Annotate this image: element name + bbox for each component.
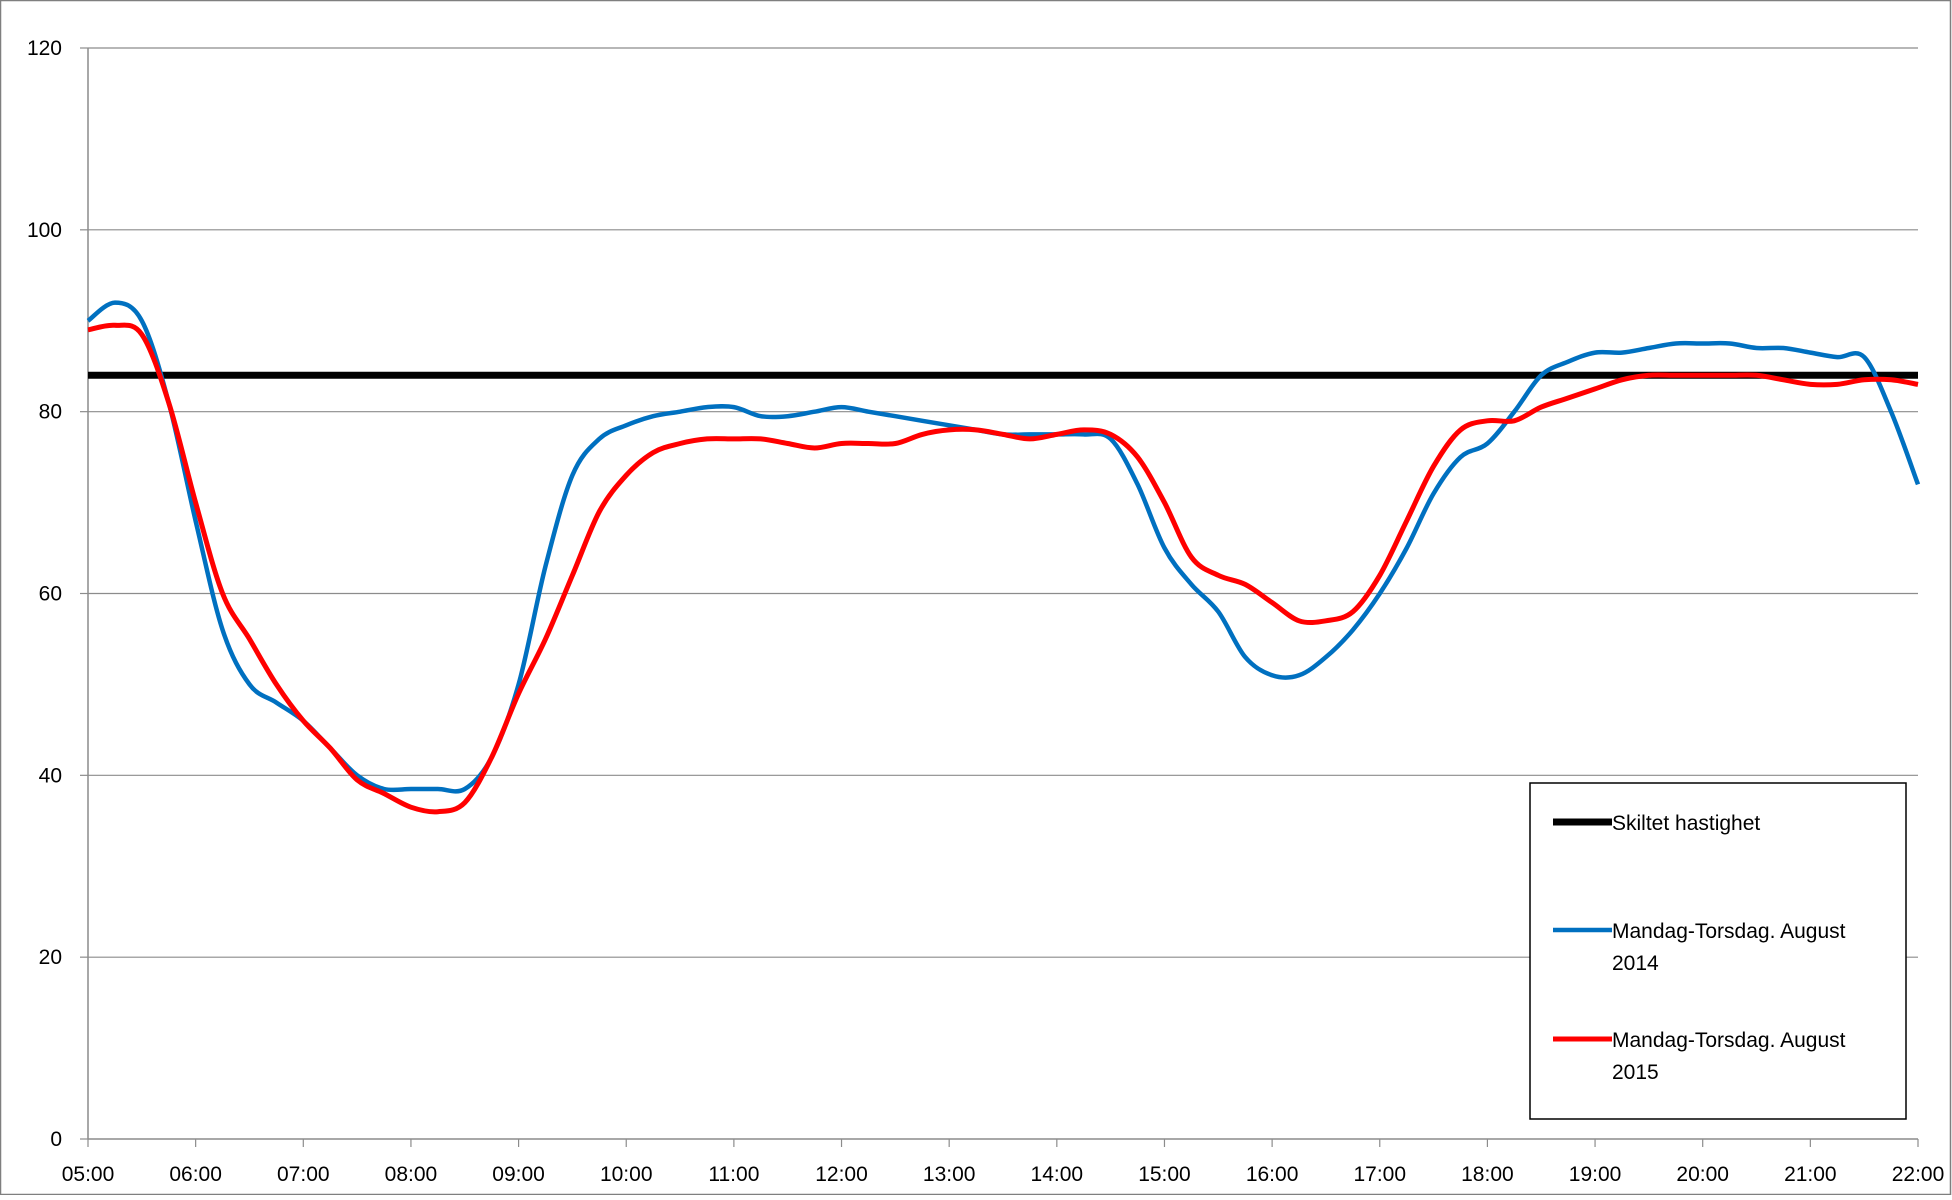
y-tick-label: 80: [39, 401, 62, 424]
x-tick-label: 11:00: [708, 1163, 759, 1186]
x-tick-label: 15:00: [1138, 1163, 1191, 1186]
axes: 0 20 40 60 80 100 120 05:00 06:00 07:00 08:00 09:00…: [27, 37, 1944, 1186]
x-tick-label: 14:00: [1031, 1163, 1084, 1186]
legend-label: Mandag-Torsdag. August 2014: [1612, 920, 1846, 975]
y-tick-label: 20: [39, 946, 62, 969]
x-tick-label: 20:00: [1676, 1163, 1729, 1186]
x-tick-label: 08:00: [385, 1163, 438, 1186]
x-tick-label: 09:00: [492, 1163, 545, 1186]
x-tick-label: 10:00: [600, 1163, 653, 1186]
x-tick-label: 18:00: [1461, 1163, 1514, 1186]
legend-label: Skiltet hastighet: [1612, 812, 1760, 835]
legend-box: [1529, 782, 1907, 1120]
y-tick-label: 40: [39, 764, 62, 787]
x-tick-label: 21:00: [1784, 1163, 1837, 1186]
x-tick-label: 05:00: [62, 1163, 115, 1186]
x-tick-label: 12:00: [815, 1163, 868, 1186]
x-tick-label: 13:00: [923, 1163, 976, 1186]
series-line-august-2015: [87, 322, 1919, 815]
x-tick-label: 16:00: [1246, 1163, 1299, 1186]
x-tick-label: 17:00: [1353, 1163, 1406, 1186]
x-tick-label: 19:00: [1569, 1163, 1622, 1186]
plot-area: [86, 300, 1921, 815]
x-tick-label: 06:00: [169, 1163, 222, 1186]
y-tick-label: 60: [39, 583, 62, 606]
x-tick-label: 07:00: [277, 1163, 330, 1186]
y-tick-label: 0: [50, 1128, 62, 1151]
x-tick-label: 22:00: [1892, 1163, 1945, 1186]
legend-label: Mandag-Torsdag. August 2015: [1612, 1029, 1846, 1084]
legend: Skiltet hastighet Mandag-Torsdag. August 2…: [1529, 782, 1907, 1120]
y-tick-label: 120: [27, 37, 62, 60]
y-tick-label: 100: [27, 219, 62, 242]
